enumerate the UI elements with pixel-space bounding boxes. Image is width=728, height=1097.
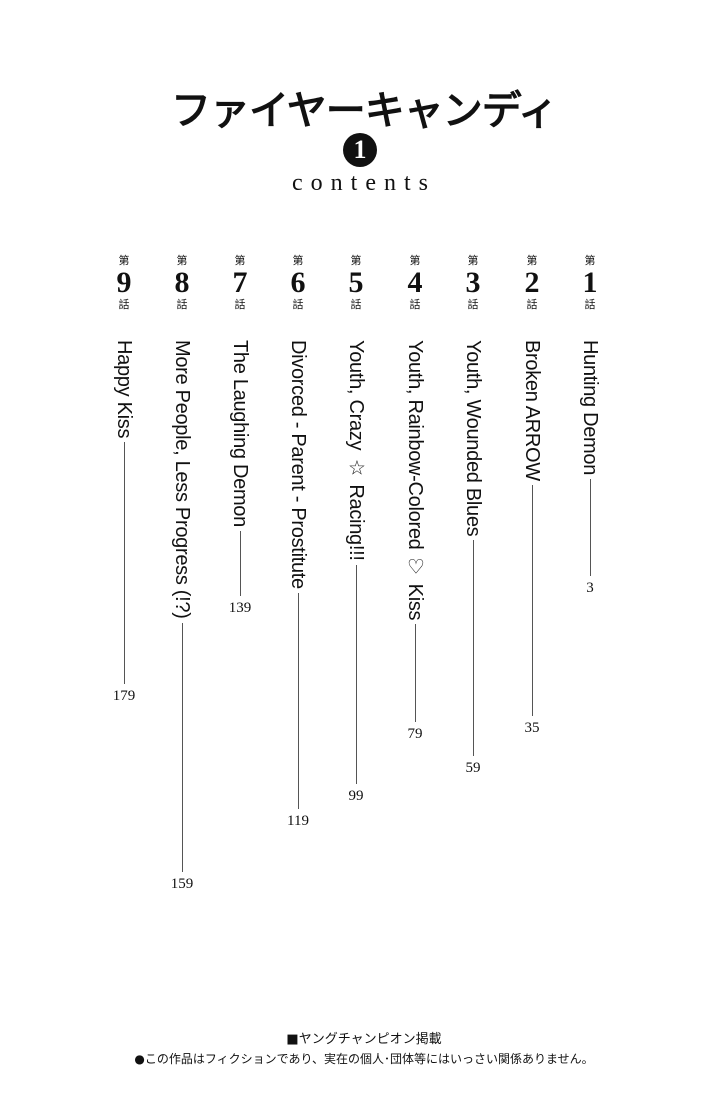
chapter-title: Youth, Wounded Blues — [462, 340, 484, 537]
chapter-prefix: 第 — [292, 254, 304, 267]
chapter-title: Youth, Rainbow-Colored ♡ Kiss — [404, 340, 426, 621]
chapter-number: 2 — [524, 266, 540, 299]
chapter-prefix: 第 — [584, 254, 596, 267]
chapter-title: Hunting Demon — [579, 340, 601, 476]
toc-entry[interactable]: Hunting Demon 3 — [570, 340, 610, 597]
page-number: 179 — [112, 688, 136, 704]
chapter-number: 5 — [348, 266, 364, 299]
chapter-suffix: 話 — [292, 298, 304, 311]
chapter-title: Happy Kiss — [113, 340, 135, 439]
chapter-label: 第 8 話 — [162, 255, 202, 311]
disclaimer: ●この作品はフィクションであり、実在の個人･団体等にはいっさい関係ありません。 — [134, 1052, 594, 1066]
chapter-prefix: 第 — [234, 254, 246, 267]
chapter-suffix: 話 — [409, 298, 421, 311]
page-number: 79 — [407, 726, 423, 742]
chapter-prefix: 第 — [526, 254, 538, 267]
chapter-label: 第 4 話 — [395, 255, 435, 311]
chapter-title: Broken ARROW — [521, 340, 543, 481]
toc-entry[interactable]: Youth, Rainbow-Colored ♡ Kiss 79 — [395, 340, 435, 743]
page-number: 139 — [228, 600, 252, 616]
chapter-prefix: 第 — [350, 254, 362, 267]
serialization-note: ■ヤングチャンピオン掲載 — [286, 1032, 442, 1047]
chapter-suffix: 話 — [526, 298, 538, 311]
toc-entry[interactable]: Broken ARROW 35 — [512, 340, 552, 737]
manga-title: ファイヤーキャンディ — [171, 87, 558, 134]
page-number: 3 — [586, 580, 594, 596]
leader-line — [531, 484, 533, 716]
chapter-label: 第 5 話 — [336, 255, 376, 311]
leader-line — [355, 564, 357, 784]
leader-line — [472, 540, 474, 756]
chapter-label: 第 3 話 — [453, 255, 493, 311]
chapter-suffix: 話 — [176, 298, 188, 311]
chapter-number: 3 — [465, 266, 481, 299]
toc-entry[interactable]: Happy Kiss 179 — [104, 340, 144, 705]
chapter-number: 9 — [116, 266, 132, 299]
page-number: 99 — [348, 788, 364, 804]
toc-entry[interactable]: More People, Less Progress (!?) 159 — [162, 340, 202, 893]
leader-line — [589, 479, 591, 576]
leader-line — [181, 622, 183, 872]
chapter-suffix: 話 — [584, 298, 596, 311]
toc-entry[interactable]: The Laughing Demon 139 — [220, 340, 260, 617]
chapter-suffix: 話 — [118, 298, 130, 311]
chapter-label: 第 1 話 — [570, 255, 610, 311]
toc-entry[interactable]: Youth, Crazy ☆ Racing!!! 99 — [336, 340, 376, 805]
chapter-title: Youth, Crazy ☆ Racing!!! — [345, 340, 367, 561]
page-number: 35 — [524, 720, 540, 736]
chapter-title: More People, Less Progress (!?) — [171, 340, 193, 619]
chapter-title: Divorced - Parent - Prostitute — [287, 340, 309, 589]
chapter-label: 第 6 話 — [278, 255, 318, 311]
chapter-suffix: 話 — [234, 298, 246, 311]
leader-line — [239, 530, 241, 596]
chapter-suffix: 話 — [350, 298, 362, 311]
volume-badge: 1 — [343, 133, 377, 167]
chapter-prefix: 第 — [467, 254, 479, 267]
chapter-label: 第 9 話 — [104, 255, 144, 311]
page-number: 59 — [465, 760, 481, 776]
leader-line — [297, 592, 299, 809]
leader-line — [123, 442, 125, 684]
chapter-label: 第 2 話 — [512, 255, 552, 311]
chapter-prefix: 第 — [176, 254, 188, 267]
chapter-prefix: 第 — [118, 254, 130, 267]
chapter-label: 第 7 話 — [220, 255, 260, 311]
chapter-prefix: 第 — [409, 254, 421, 267]
chapter-number: 1 — [582, 266, 598, 299]
chapter-number: 4 — [407, 266, 423, 299]
chapter-number: 6 — [290, 266, 306, 299]
toc-entry[interactable]: Youth, Wounded Blues 59 — [453, 340, 493, 777]
chapter-suffix: 話 — [467, 298, 479, 311]
leader-line — [414, 624, 416, 722]
page-number: 119 — [287, 813, 309, 829]
chapter-title: The Laughing Demon — [229, 340, 251, 527]
chapter-number: 8 — [174, 266, 190, 299]
contents-heading: contents — [292, 170, 436, 196]
page-number: 159 — [170, 876, 194, 892]
chapter-number: 7 — [232, 266, 248, 299]
toc-entry[interactable]: Divorced - Parent - Prostitute 119 — [278, 340, 318, 830]
